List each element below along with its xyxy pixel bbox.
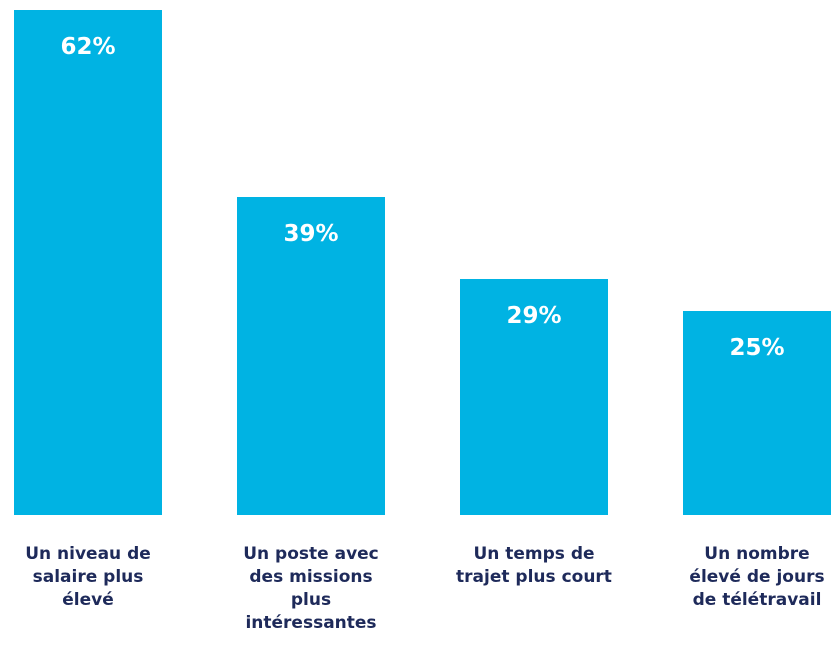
value-label: 29%: [506, 302, 562, 329]
bar: [14, 10, 162, 515]
category-label: Un niveau de salaire plus élevé: [25, 544, 151, 610]
bar: [683, 311, 831, 515]
value-label: 25%: [729, 335, 785, 362]
bar: [237, 197, 385, 515]
value-label: 39%: [283, 221, 339, 248]
bar: [460, 278, 608, 515]
value-label: 62%: [60, 34, 116, 60]
category-label: Un temps de trajet plus court: [456, 544, 612, 587]
category-label: Un poste avec des missions plus intéress…: [243, 544, 379, 633]
category-label: Un nombre élevé de jours de télétravail: [689, 544, 825, 610]
